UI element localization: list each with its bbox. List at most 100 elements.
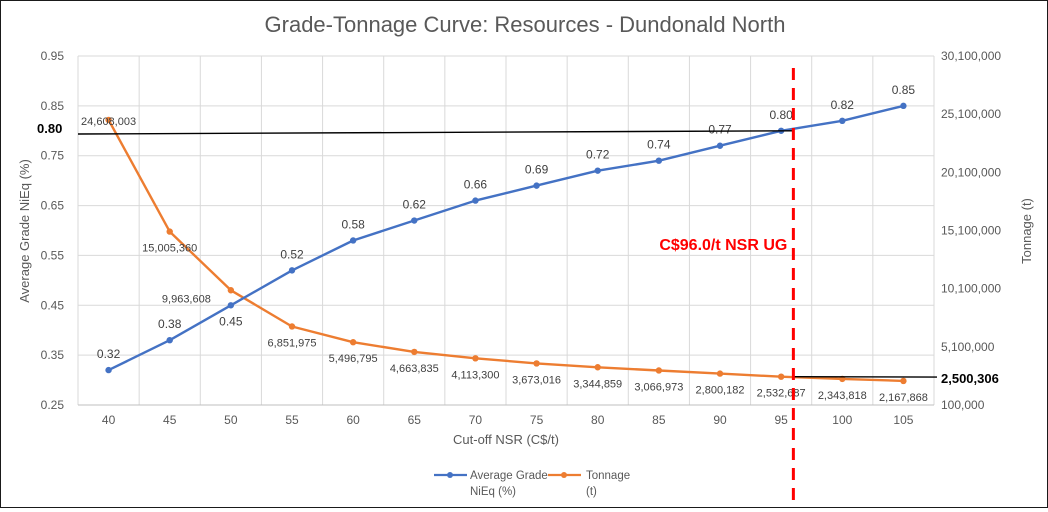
y-tick-label: 0.95 [41,49,65,63]
grade-point [656,158,662,164]
tonnage-data-label: 2,800,182 [696,385,745,397]
x-tick-label: 75 [530,413,544,427]
legend-label-grade-1: Average Grade [470,470,548,482]
legend-marker-tonnage [561,472,567,478]
tonnage-data-label: 4,663,835 [390,363,439,375]
grade-point [533,182,539,188]
x-tick-label: 85 [652,413,666,427]
tonnage-point [472,355,478,361]
grade-data-label: 0.32 [97,347,121,361]
tonnage-point [900,378,906,384]
y2-tick-label: 5,100,000 [941,340,995,354]
grade-point [411,217,417,223]
tonnage-data-label: 2,532,687 [757,388,806,400]
grade-cutoff-line [78,131,793,134]
y2-tick-label: 20,100,000 [941,165,1001,179]
grade-data-label: 0.52 [280,247,304,261]
x-tick-label: 95 [774,413,788,427]
grade-data-label: 0.74 [647,138,671,152]
legend-item-grade[interactable]: Average Grade NiEq (%) [434,470,548,498]
x-tick-label: 60 [346,413,360,427]
tonnage-point [656,367,662,373]
y-tick-label: 0.85 [41,99,65,113]
y-tick-label: 0.65 [41,199,65,213]
tonnage-data-label: 24,608,003 [81,116,136,128]
y2-tick-label: 25,100,000 [941,107,1001,121]
grade-point [472,197,478,203]
legend: Average Grade NiEq (%) Tonnage (t) [434,470,630,498]
tonnage-point [228,287,234,293]
grade-data-label: 0.58 [341,217,365,231]
grade-data-label: 0.38 [158,317,182,331]
tonnage-point [350,339,356,345]
cutoff-label: C$96.0/t NSR UG [659,237,787,254]
tonnage-data-label: 4,113,300 [451,369,499,381]
y-tick-label: 0.55 [41,248,65,262]
tonnage-data-label: 3,344,859 [573,378,622,390]
tonnage-point [533,360,539,366]
grade-point [900,103,906,109]
y2-tick-label: 10,100,000 [941,282,1001,296]
grade-point [228,302,234,308]
chart-title: Grade-Tonnage Curve: Resources - Dundona… [265,12,786,37]
tonnage-data-label: 2,167,868 [879,392,928,404]
tonnage-point [411,349,417,355]
tonnage-point [167,228,173,234]
y2-tick-label: 30,100,000 [941,49,1001,63]
x-tick-label: 70 [469,413,483,427]
x-tick-label: 40 [102,413,116,427]
y2-tick-label: 15,100,000 [941,224,1001,238]
grade-point [595,167,601,173]
grade-point [839,118,845,124]
y2-tick-label: 100,000 [941,398,985,412]
x-tick-label: 50 [224,413,238,427]
x-tick-label: 100 [832,413,852,427]
grade-data-label: 0.62 [403,198,427,212]
x-tick-label: 45 [163,413,177,427]
x-tick-label: 55 [285,413,299,427]
y-tick-label: 0.35 [41,348,65,362]
y-axis-label: Average Grade NiEq (%) [17,159,32,303]
grade-data-label: 0.82 [831,98,855,112]
tonnage-data-label: 3,673,016 [512,374,561,386]
x-tick-label: 80 [591,413,605,427]
x-tick-label: 90 [713,413,727,427]
tonnage-cutoff-value: 2,500,306 [941,371,999,386]
grade-point [105,367,111,373]
grade-cutoff-value: 0.80 [37,121,62,136]
grade-point [350,237,356,243]
x-tick-label: 65 [408,413,422,427]
tonnage-data-label: 3,066,973 [634,381,683,393]
tonnage-point [778,373,784,379]
tonnage-point [717,370,723,376]
y-tick-label: 0.25 [41,398,65,412]
tonnage-data-label: 6,851,975 [268,337,317,349]
x-axis-label: Cut-off NSR (C$/t) [453,432,559,447]
grade-data-label: 0.77 [708,123,732,137]
grade-point [167,337,173,343]
grade-data-label: 0.85 [892,83,916,97]
tonnage-data-label: 9,963,608 [162,293,211,305]
legend-item-tonnage[interactable]: Tonnage (t) [548,470,630,498]
grade-point [289,267,295,273]
grade-data-label: 0.69 [525,163,549,177]
y-tick-label: 0.75 [41,149,65,163]
y2-axis-label: Tonnage (t) [1019,198,1034,264]
grade-data-label: 0.80 [769,108,793,122]
tonnage-point [595,364,601,370]
legend-marker-grade [447,472,453,478]
legend-label-grade-2: NiEq (%) [470,486,516,498]
tonnage-point [289,323,295,329]
y-tick-label: 0.45 [41,298,65,312]
grade-data-label: 0.45 [219,314,243,328]
legend-label-tonnage-2: (t) [586,486,597,498]
grade-point [717,143,723,149]
tonnage-data-label: 2,343,818 [818,390,867,402]
grade-data-label: 0.66 [464,178,488,192]
tonnage-data-label: 15,005,360 [142,243,197,255]
x-tick-label: 105 [893,413,913,427]
grade-data-label: 0.72 [586,148,610,162]
legend-label-tonnage-1: Tonnage [586,470,630,482]
